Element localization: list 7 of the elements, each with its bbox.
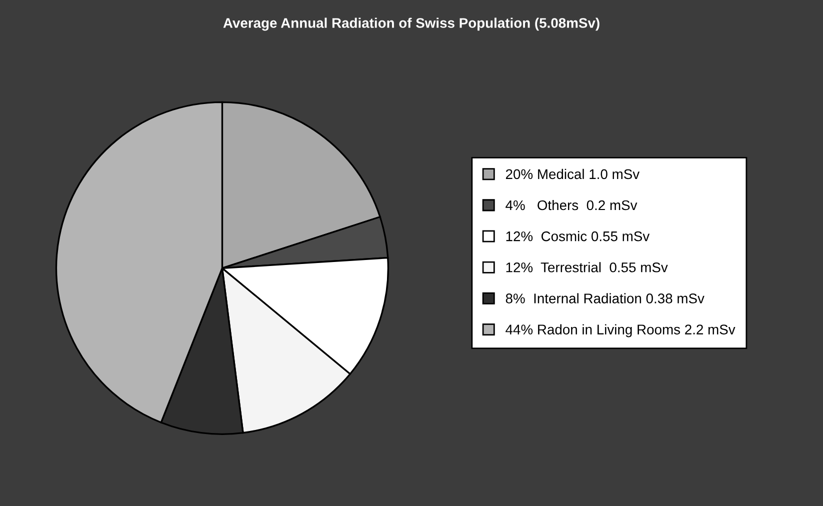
legend-label: 12% Terrestrial 0.55 mSv: [506, 262, 668, 272]
chart-title: Average Annual Radiation of Swiss Population (5.08mSv): [223, 18, 600, 31]
legend-label: 12% Cosmic 0.55 mSv: [506, 231, 650, 242]
legend-label: 4% Others 0.2 mSv: [506, 200, 638, 210]
legend-label: 20% Medical 1.0 mSv: [506, 168, 640, 180]
legend-label: 8% Internal Radiation 0.38 mSv: [506, 293, 704, 304]
legend-label: 44% Radon in Living Rooms 2.2 mSv: [506, 324, 736, 338]
